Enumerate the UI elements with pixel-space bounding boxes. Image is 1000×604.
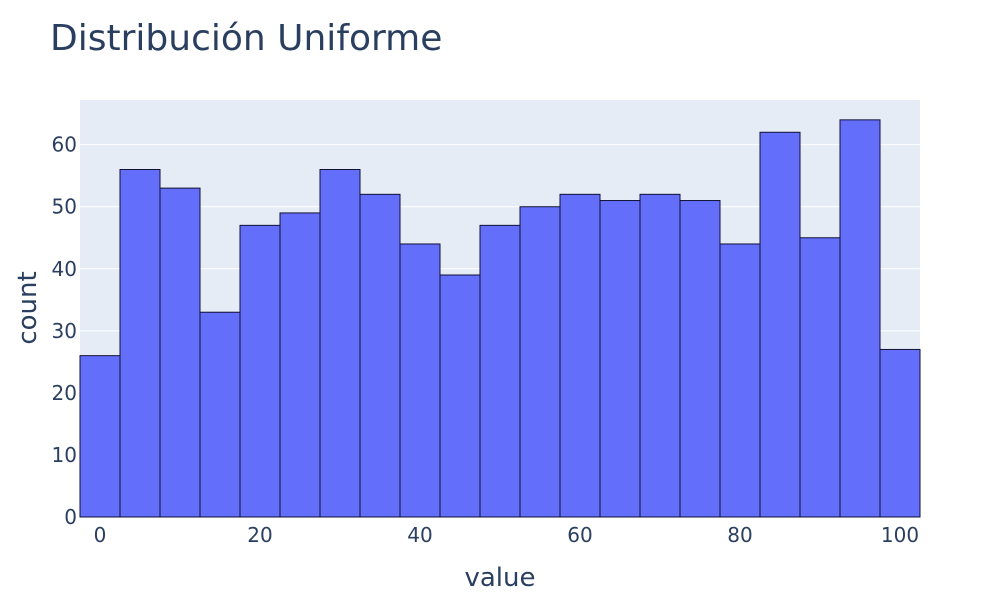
y-tick-label-40: 40 bbox=[52, 257, 77, 281]
bar-12 bbox=[559, 193, 601, 518]
bar-3 bbox=[199, 311, 241, 518]
x-axis-ticks: 0 20 40 60 80 100 bbox=[94, 523, 919, 547]
x-tick-label-80: 80 bbox=[727, 523, 752, 547]
y-tick-label-10: 10 bbox=[52, 443, 77, 467]
bar-7 bbox=[359, 193, 401, 518]
bar-15 bbox=[679, 200, 721, 518]
y-axis-title: count bbox=[13, 271, 43, 344]
y-tick-label-0: 0 bbox=[64, 505, 77, 529]
bar-5 bbox=[279, 212, 321, 518]
x-tick-label-40: 40 bbox=[407, 523, 432, 547]
y-tick-label-30: 30 bbox=[52, 319, 77, 343]
bar-19 bbox=[839, 119, 881, 518]
bar-4 bbox=[239, 224, 281, 518]
x-tick-label-100: 100 bbox=[881, 523, 919, 547]
chart-title: Distribución Uniforme bbox=[50, 18, 442, 59]
y-tick-label-50: 50 bbox=[52, 195, 77, 219]
bar-14 bbox=[639, 193, 681, 518]
bar-2 bbox=[159, 187, 201, 518]
bar-6 bbox=[319, 169, 361, 518]
bar-10 bbox=[479, 224, 521, 518]
x-tick-label-0: 0 bbox=[94, 523, 107, 547]
y-tick-label-20: 20 bbox=[52, 381, 77, 405]
y-axis-ticks: 0 10 20 30 40 50 60 bbox=[52, 133, 77, 529]
bar-16 bbox=[719, 243, 761, 518]
bar-13 bbox=[599, 200, 641, 518]
bar-1 bbox=[119, 169, 161, 518]
x-axis-title: value bbox=[464, 563, 535, 593]
x-tick-label-60: 60 bbox=[567, 523, 592, 547]
y-tick-label-60: 60 bbox=[52, 133, 77, 157]
bar-0 bbox=[79, 355, 121, 518]
bars bbox=[79, 119, 921, 518]
bar-8 bbox=[399, 243, 441, 518]
x-tick-label-20: 20 bbox=[247, 523, 272, 547]
bar-9 bbox=[439, 274, 481, 518]
bar-20 bbox=[879, 348, 921, 518]
bar-18 bbox=[799, 237, 841, 518]
bar-17 bbox=[759, 131, 801, 518]
bar-11 bbox=[519, 206, 561, 518]
